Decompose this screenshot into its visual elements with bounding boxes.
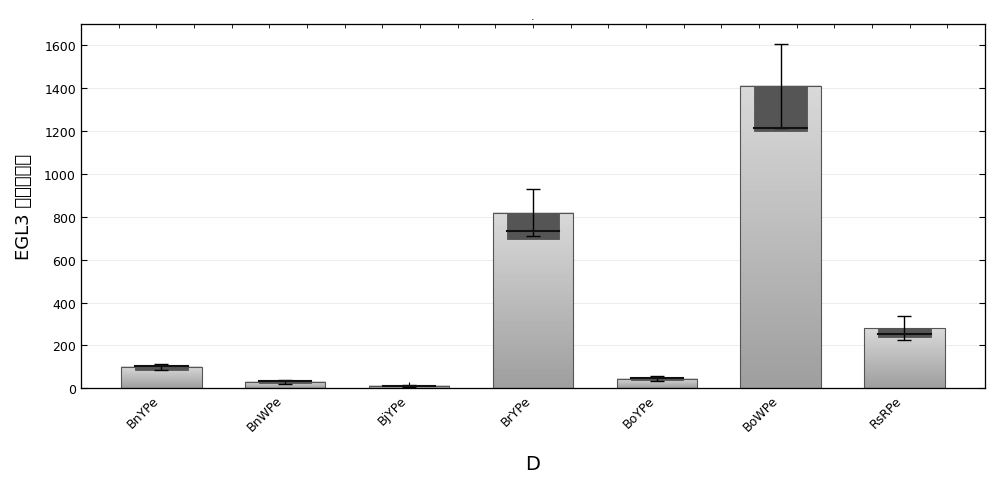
X-axis label: D: D xyxy=(525,454,540,473)
Y-axis label: EGL3 基因表达量: EGL3 基因表达量 xyxy=(15,154,33,260)
Bar xyxy=(259,382,311,383)
Bar xyxy=(864,328,945,388)
Bar xyxy=(121,367,202,388)
Bar xyxy=(369,386,449,388)
Bar xyxy=(631,379,683,380)
Bar xyxy=(507,213,559,240)
Title: ·: · xyxy=(531,15,535,25)
Bar xyxy=(245,382,325,388)
Bar xyxy=(135,367,188,370)
Bar xyxy=(493,213,573,388)
Bar xyxy=(878,328,931,338)
Bar xyxy=(740,87,821,388)
Bar xyxy=(617,379,697,388)
Bar xyxy=(754,87,807,132)
